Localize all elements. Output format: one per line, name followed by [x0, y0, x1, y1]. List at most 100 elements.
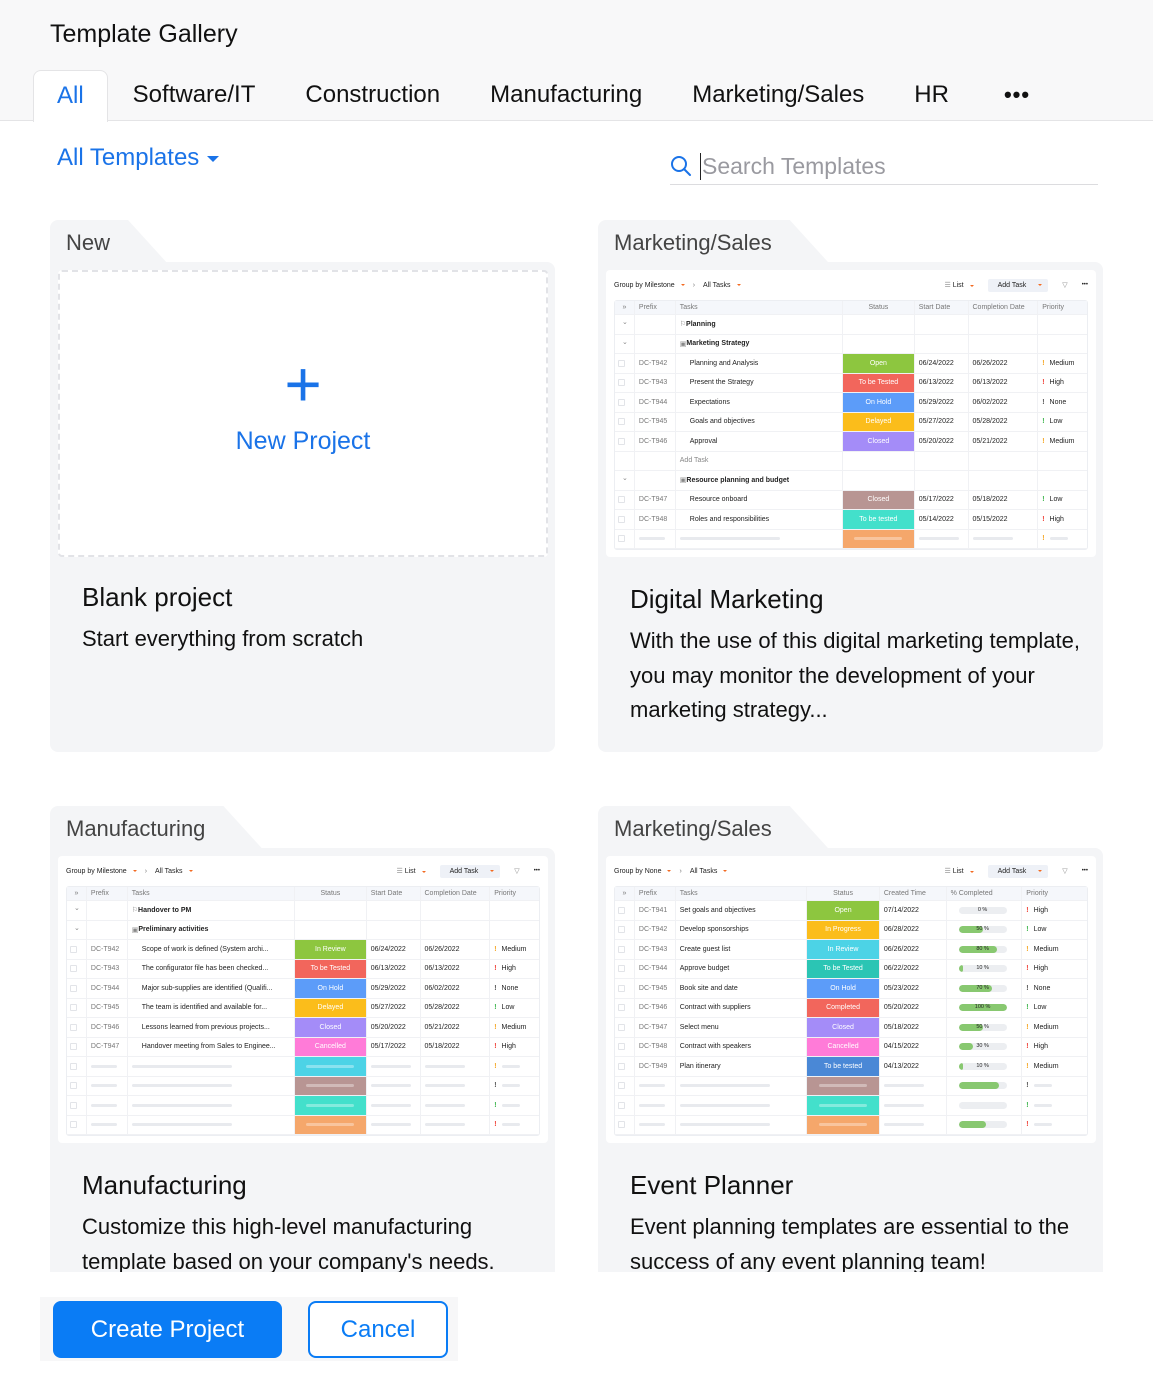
status-badge[interactable]: Open [834, 906, 852, 914]
tab-marketing-sales[interactable]: Marketing/Sales [692, 81, 865, 108]
row-checkbox[interactable] [618, 515, 625, 523]
tab-hr[interactable]: HR [914, 81, 949, 108]
expand-all-icon[interactable]: » [615, 301, 635, 314]
status-badge[interactable]: Completed [826, 1004, 860, 1012]
row-checkbox[interactable] [618, 984, 625, 992]
group-by-dropdown[interactable]: Group by Milestone › All Tasks [66, 868, 199, 875]
row-checkbox[interactable] [70, 1023, 77, 1031]
status-badge[interactable]: To be tested [823, 1062, 863, 1070]
tab-all[interactable]: All [33, 70, 108, 122]
task-name[interactable]: Scope of work is defined (System archi..… [141, 945, 269, 953]
task-name[interactable]: Contract with suppliers [679, 1004, 751, 1012]
status-badge[interactable]: To be Tested [310, 965, 351, 973]
task-name[interactable]: Planning and Analysis [689, 359, 759, 367]
task-name[interactable]: Lessons learned from previous projects..… [141, 1023, 270, 1031]
add-task-button[interactable]: Add Task [439, 864, 501, 878]
row-checkbox[interactable] [618, 418, 625, 426]
task-name[interactable]: Approve budget [679, 965, 730, 973]
more-icon[interactable]: ••• [533, 868, 540, 874]
more-icon[interactable]: ••• [1081, 282, 1088, 288]
filter-icon[interactable]: ▽ [1062, 868, 1068, 875]
row-checkbox[interactable] [618, 1062, 625, 1070]
list-view-dropdown[interactable]: ☰ List [944, 281, 979, 289]
task-name[interactable]: Resource onboard [689, 496, 748, 504]
chevron-down-icon[interactable]: ⌄ [74, 924, 80, 932]
row-checkbox[interactable] [618, 437, 625, 445]
tab-construction[interactable]: Construction [305, 81, 441, 108]
status-badge[interactable]: To be Tested [858, 379, 899, 387]
task-name[interactable]: Create guest list [679, 945, 731, 953]
expand-all-icon[interactable]: » [67, 887, 87, 900]
status-badge[interactable]: On Hold [830, 984, 856, 992]
task-name[interactable]: Roles and responsibilities [689, 515, 770, 523]
new-project-preview[interactable]: + New Project [58, 270, 548, 557]
add-task-button[interactable]: Add Task [987, 278, 1049, 292]
task-name[interactable]: Set goals and objectives [679, 906, 756, 914]
status-badge[interactable]: Closed [319, 1023, 342, 1031]
row-checkbox[interactable] [618, 1101, 625, 1109]
row-checkbox[interactable] [618, 496, 625, 504]
row-checkbox[interactable] [70, 1101, 77, 1109]
template-list[interactable]: All Templates New + New Project Blank pr… [0, 122, 1153, 1272]
row-checkbox[interactable] [618, 1004, 625, 1012]
task-name[interactable]: Present the Strategy [689, 379, 754, 387]
task-name[interactable]: Contract with speakers [679, 1043, 751, 1051]
row-checkbox[interactable] [618, 926, 625, 934]
list-view-dropdown[interactable]: ☰ List [396, 867, 431, 875]
row-checkbox[interactable] [70, 1004, 77, 1012]
row-checkbox[interactable] [70, 1043, 77, 1051]
create-project-button[interactable]: Create Project [53, 1301, 282, 1358]
row-checkbox[interactable] [618, 1121, 625, 1129]
task-name[interactable]: Develop sponsorships [679, 926, 749, 934]
status-badge[interactable]: Cancelled [314, 1043, 346, 1051]
status-badge[interactable]: Closed [867, 437, 890, 445]
more-icon[interactable]: ••• [1081, 868, 1088, 874]
tab-manufacturing[interactable]: Manufacturing [490, 81, 643, 108]
status-badge[interactable]: To be Tested [823, 965, 863, 973]
status-badge[interactable]: Delayed [865, 418, 892, 426]
task-name[interactable]: Approval [689, 437, 718, 445]
task-name[interactable]: Select menu [679, 1023, 719, 1031]
chevron-down-icon[interactable]: ⌄ [622, 319, 628, 327]
group-by-dropdown[interactable]: Group by None › All Tasks [614, 868, 733, 875]
template-card-blank[interactable]: New + New Project Blank project Start ev… [50, 220, 555, 752]
row-checkbox[interactable] [618, 965, 625, 973]
task-name[interactable]: Handover meeting from Sales to Enginee..… [141, 1043, 276, 1051]
status-badge[interactable]: Cancelled [827, 1043, 859, 1051]
task-name[interactable]: Plan itinerary [679, 1062, 721, 1070]
cancel-button[interactable]: Cancel [308, 1301, 448, 1358]
search-input[interactable] [700, 152, 1080, 180]
row-checkbox[interactable] [618, 1082, 625, 1090]
filter-icon[interactable]: ▽ [514, 868, 520, 875]
add-task-link[interactable]: Add Task [679, 457, 709, 465]
chevron-down-icon[interactable]: ⌄ [622, 475, 628, 483]
template-filter-dropdown[interactable]: All Templates [57, 144, 220, 172]
row-checkbox[interactable] [618, 379, 625, 387]
task-name[interactable]: Major sub-supplies are identified (Quali… [141, 984, 273, 992]
chevron-down-icon[interactable]: ⌄ [74, 905, 80, 913]
status-badge[interactable]: Delayed [317, 1004, 344, 1012]
group-by-dropdown[interactable]: Group by Milestone › All Tasks [614, 282, 747, 289]
row-checkbox[interactable] [70, 1121, 77, 1129]
tab-software-it[interactable]: Software/IT [132, 81, 256, 108]
task-name[interactable]: The team is identified and available for… [141, 1004, 268, 1012]
expand-all-icon[interactable]: » [615, 887, 635, 900]
row-checkbox[interactable] [618, 1023, 625, 1031]
add-task-button[interactable]: Add Task [987, 864, 1049, 878]
row-checkbox[interactable] [70, 984, 77, 992]
task-name[interactable]: The configurator file has been checked..… [141, 965, 269, 973]
task-name[interactable]: Expectations [689, 398, 730, 406]
status-badge[interactable]: On Hold [317, 984, 344, 992]
more-tabs-icon[interactable]: ••• [1003, 82, 1031, 107]
row-checkbox[interactable] [618, 398, 625, 406]
status-badge[interactable]: Open [869, 359, 887, 367]
task-name[interactable]: Goals and objectives [689, 418, 755, 426]
chevron-down-icon[interactable]: ⌄ [622, 338, 628, 346]
row-checkbox[interactable] [70, 1082, 77, 1090]
status-badge[interactable]: In Review [315, 945, 346, 953]
row-checkbox[interactable] [70, 945, 77, 953]
row-checkbox[interactable] [70, 965, 77, 973]
row-checkbox[interactable] [618, 945, 625, 953]
status-badge[interactable]: On Hold [865, 398, 892, 406]
status-badge[interactable]: In Review [827, 945, 859, 953]
